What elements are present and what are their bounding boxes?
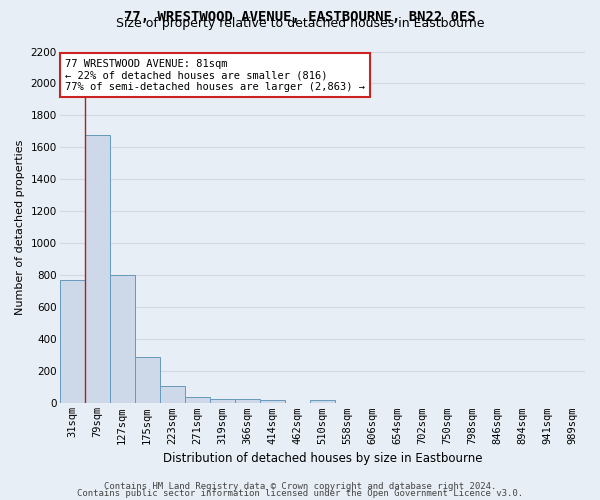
Text: 77 WRESTWOOD AVENUE: 81sqm
← 22% of detached houses are smaller (816)
77% of sem: 77 WRESTWOOD AVENUE: 81sqm ← 22% of deta… (65, 58, 365, 92)
Bar (260, 400, 285, 404)
Bar (185, 397, 210, 404)
Text: Size of property relative to detached houses in Eastbourne: Size of property relative to detached ho… (116, 18, 484, 30)
Bar (210, 398, 235, 404)
Bar (310, 400, 335, 404)
Bar (59, 280, 85, 404)
Bar (110, 276, 134, 404)
Bar (235, 400, 260, 404)
Text: Contains HM Land Registry data © Crown copyright and database right 2024.: Contains HM Land Registry data © Crown c… (104, 482, 496, 491)
X-axis label: Distribution of detached houses by size in Eastbourne: Distribution of detached houses by size … (163, 452, 482, 465)
Bar (85, 134, 110, 404)
Bar (160, 386, 185, 404)
Text: 77, WRESTWOOD AVENUE, EASTBOURNE, BN22 0ES: 77, WRESTWOOD AVENUE, EASTBOURNE, BN22 0… (124, 10, 476, 24)
Text: Contains public sector information licensed under the Open Government Licence v3: Contains public sector information licen… (77, 488, 523, 498)
Bar (134, 357, 160, 404)
Y-axis label: Number of detached properties: Number of detached properties (15, 140, 25, 315)
